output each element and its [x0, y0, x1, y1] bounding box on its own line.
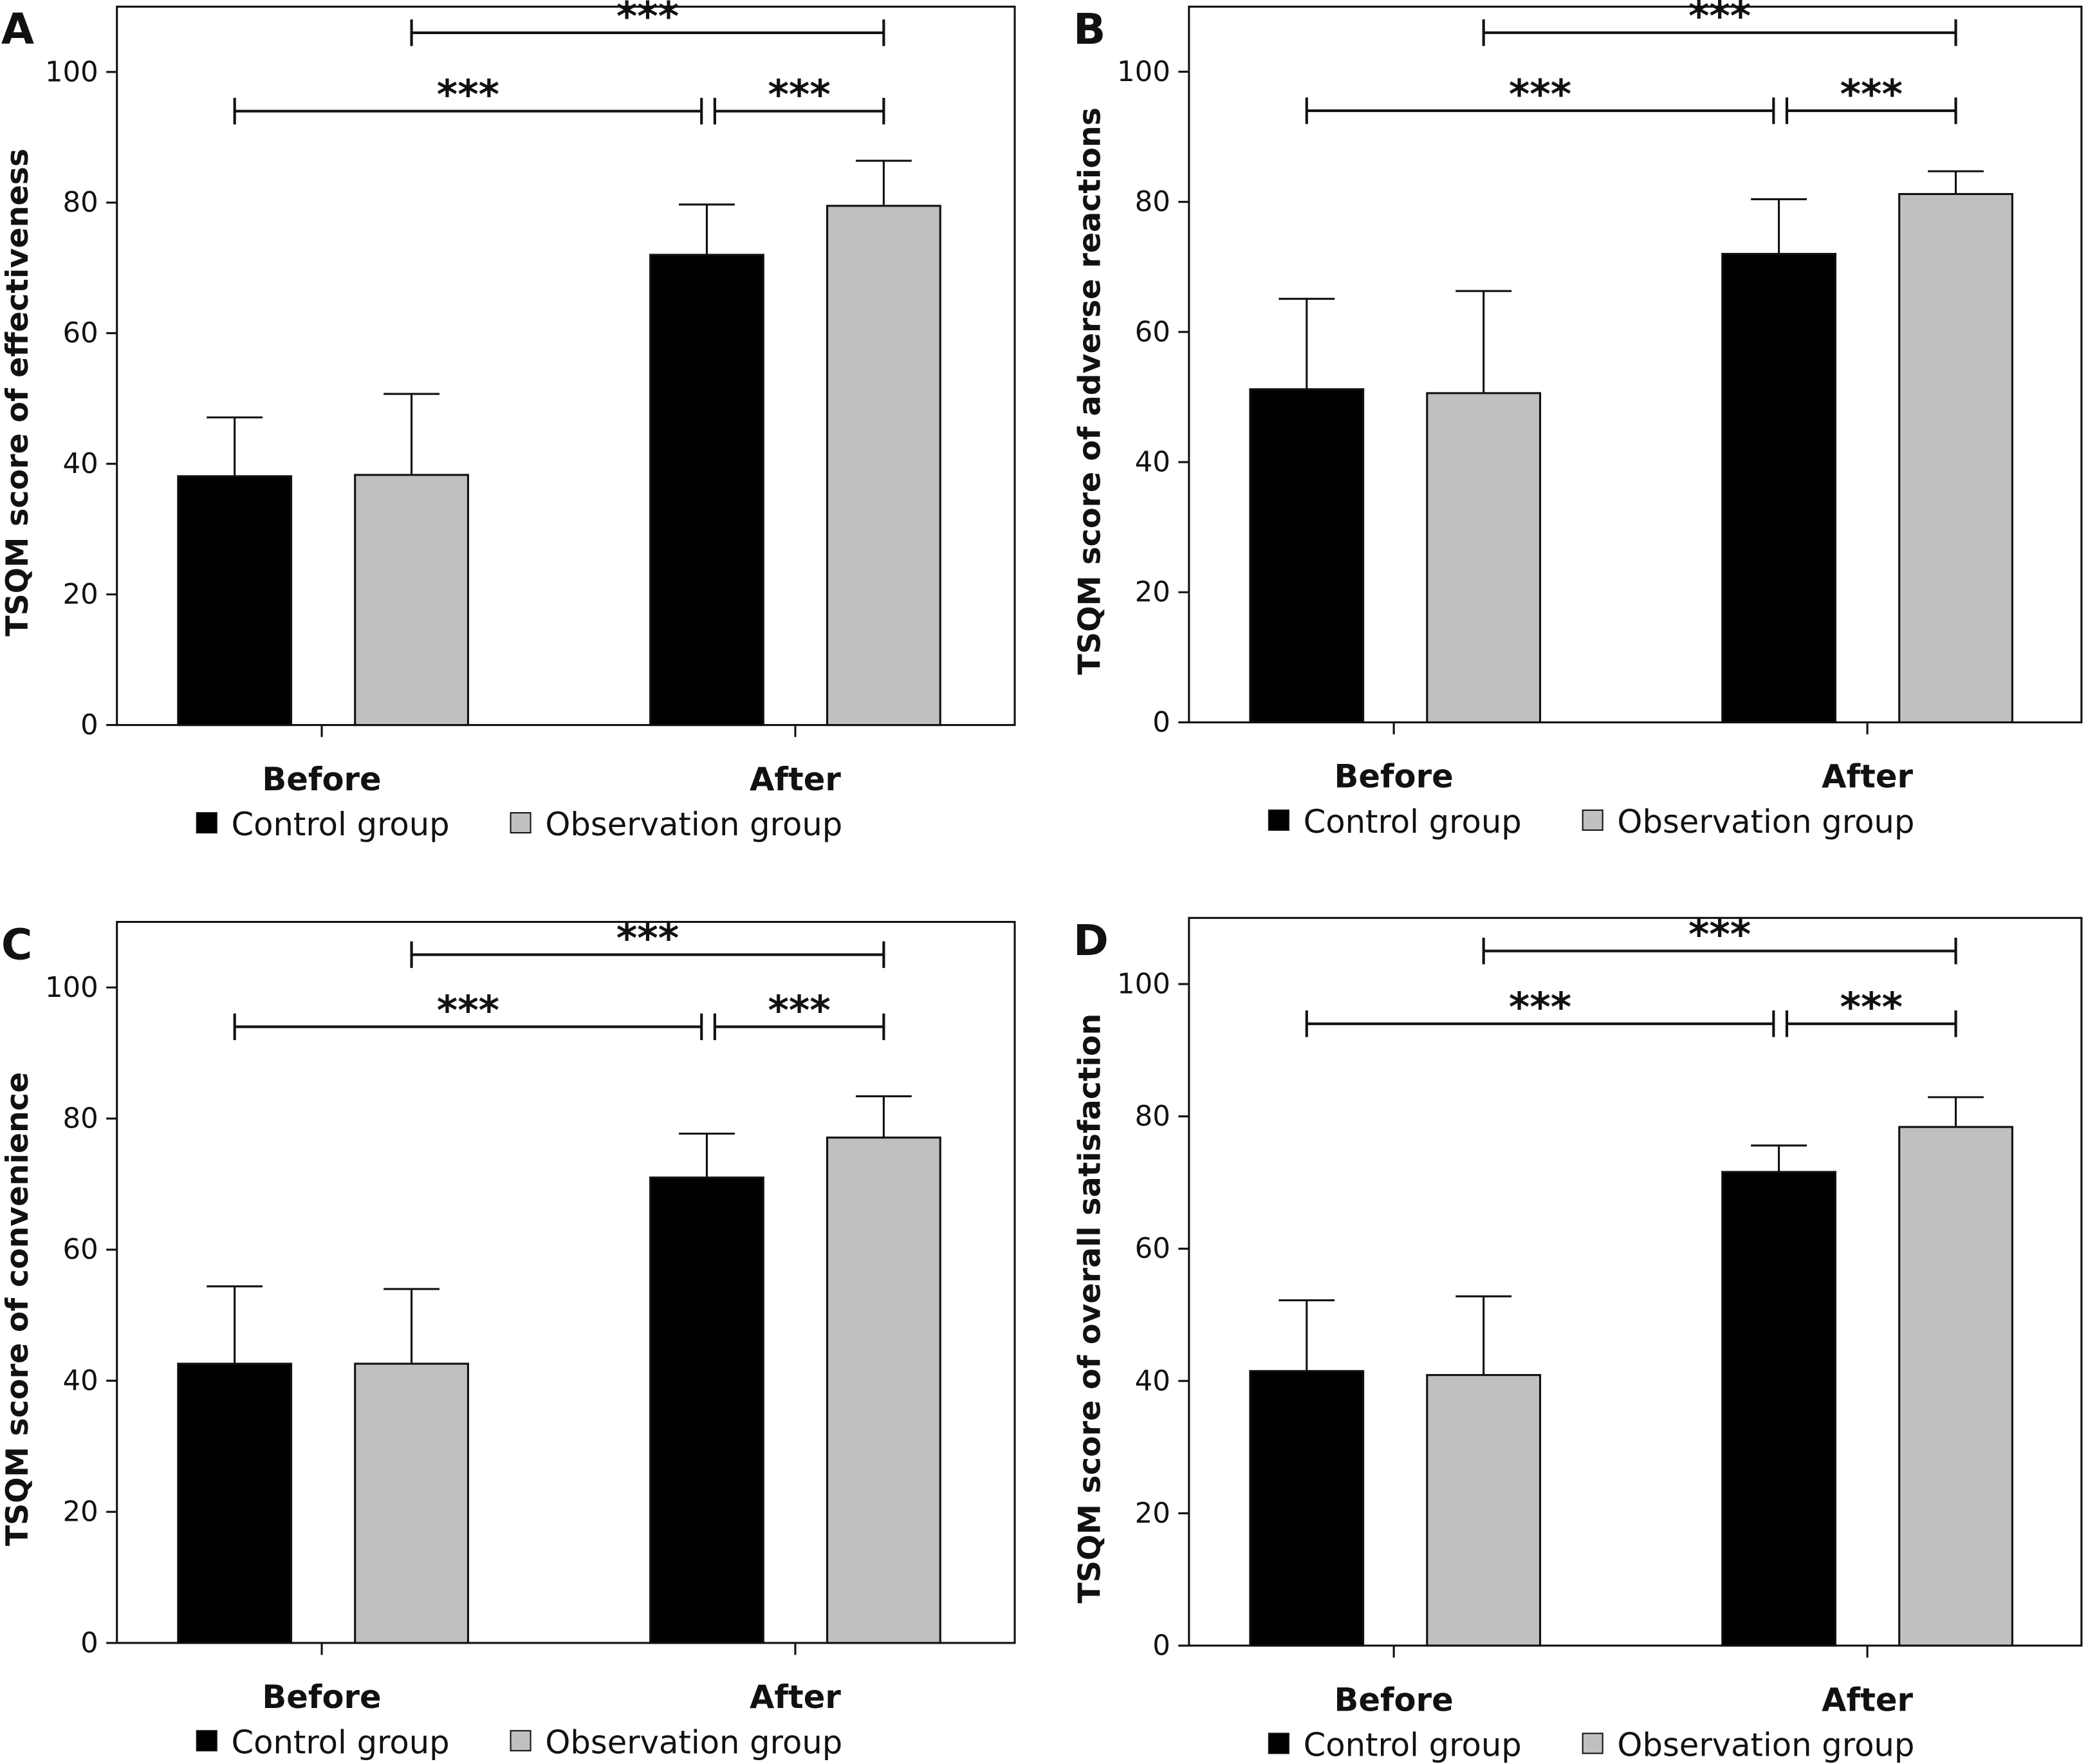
legend-swatch: [1268, 809, 1289, 831]
bar-control: [1249, 1369, 1365, 1647]
legend-label: Control group: [231, 806, 449, 843]
x-tick-label: Before: [262, 761, 381, 798]
y-tick-label: 100: [1117, 969, 1170, 1001]
bar-observation: [1426, 1374, 1542, 1647]
legend-swatch: [510, 1730, 531, 1752]
legend-swatch: [510, 812, 531, 834]
y-tick-label: 100: [45, 56, 98, 88]
y-axis-label: TSQM score of convenience: [0, 1072, 35, 1546]
significance-label: ***: [437, 987, 499, 1034]
y-tick-label: 0: [80, 709, 98, 741]
plot-frame: [1188, 5, 2083, 723]
significance-label: ***: [616, 0, 679, 40]
plot-frame: [1188, 916, 2083, 1647]
y-tick-label: 80: [1135, 1100, 1170, 1133]
panel-letter: B: [1073, 5, 1105, 54]
legend-label: Control group: [231, 1723, 449, 1761]
bar-control: [177, 475, 293, 727]
y-tick-label: 0: [1152, 1629, 1170, 1662]
panel-a: A 0 20 40 60 80 100 TSQM score of effectiveness…: [0, 0, 1016, 843]
y-axis-label: TSQM score of adverse reactions: [1072, 107, 1107, 675]
y-tick-label: 60: [63, 1234, 98, 1266]
y-tick-label: 40: [63, 1365, 98, 1397]
significance-label: ***: [1840, 71, 1903, 118]
y-tick-label: 80: [63, 1103, 98, 1135]
legend-swatch: [1582, 1732, 1603, 1754]
legend-swatch: [196, 812, 217, 834]
y-tick-label: 60: [1135, 316, 1170, 348]
y-tick-label: 0: [1152, 707, 1170, 739]
y-tick-label: 80: [1135, 186, 1170, 218]
y-tick-label: 0: [80, 1627, 98, 1659]
x-tick-label: Before: [1335, 758, 1454, 795]
significance-label: ***: [1509, 984, 1571, 1031]
bar-control: [649, 1176, 764, 1644]
panel-c: C 0 20 40 60 80 100 TSQM score of convenience Be…: [0, 914, 1016, 1761]
significance-label: ***: [768, 71, 831, 118]
panel-letter: C: [1, 920, 33, 969]
legend-label: Control group: [1304, 1727, 1522, 1764]
bar-control: [177, 1362, 293, 1644]
y-tick-label: 40: [1135, 1365, 1170, 1397]
y-tick-label: 20: [63, 579, 98, 611]
significance-label: ***: [1688, 0, 1751, 40]
significance-label: ***: [1840, 984, 1903, 1031]
x-tick-label: After: [750, 761, 841, 798]
y-tick-label: 100: [45, 972, 98, 1004]
panel-letter: A: [1, 5, 34, 54]
x-tick-label: After: [1822, 1681, 1913, 1718]
legend-swatch: [1582, 809, 1603, 831]
bar-observation: [354, 474, 469, 727]
legend-swatch: [196, 1730, 217, 1752]
bar-control: [649, 254, 764, 727]
y-tick-label: 60: [63, 317, 98, 349]
bar-control: [1249, 388, 1365, 723]
panel-d: D 0 20 40 60 80 100 TSQM score of overall satis…: [1072, 911, 2083, 1764]
y-axis-label: TSQM score of effectiveness: [0, 149, 35, 636]
legend-label: Observation group: [1617, 1727, 1914, 1764]
significance-label: ***: [768, 987, 831, 1034]
legend-label: Observation group: [1617, 803, 1914, 840]
plot-frame: [116, 920, 1016, 1644]
y-axis-label: TSQM score of overall satisfaction: [1072, 1014, 1107, 1604]
legend-swatch: [1268, 1732, 1289, 1754]
x-tick-label: After: [750, 1678, 841, 1716]
bar-observation: [826, 205, 941, 727]
legend-label: Observation group: [545, 1723, 842, 1761]
y-tick-label: 40: [1135, 447, 1170, 479]
panel-b: B 0 20 40 60 80 100 TSQM score of adverse react…: [1072, 0, 2083, 840]
y-tick-label: 100: [1117, 56, 1170, 88]
significance-label: ***: [616, 914, 679, 961]
y-tick-label: 20: [1135, 1498, 1170, 1530]
bar-observation: [1898, 192, 2013, 723]
y-tick-label: 80: [63, 187, 98, 219]
bar-observation: [354, 1362, 469, 1644]
bar-observation: [1898, 1126, 2013, 1647]
bar-observation: [1426, 392, 1542, 723]
panel-letter: D: [1073, 916, 1109, 965]
bar-control: [1721, 252, 1836, 723]
x-tick-label: Before: [1335, 1681, 1454, 1718]
significance-label: ***: [437, 71, 499, 118]
y-tick-label: 60: [1135, 1233, 1170, 1265]
x-tick-label: Before: [262, 1678, 381, 1716]
significance-label: ***: [1688, 911, 1751, 958]
x-tick-label: After: [1822, 758, 1913, 795]
significance-label: ***: [1509, 71, 1571, 118]
y-tick-label: 20: [1135, 577, 1170, 609]
bar-observation: [826, 1137, 941, 1644]
y-tick-label: 20: [63, 1496, 98, 1528]
legend-label: Control group: [1304, 803, 1522, 840]
y-tick-label: 40: [63, 448, 98, 480]
bar-control: [1721, 1171, 1836, 1647]
legend-label: Observation group: [545, 806, 842, 843]
plot-frame: [116, 5, 1016, 727]
